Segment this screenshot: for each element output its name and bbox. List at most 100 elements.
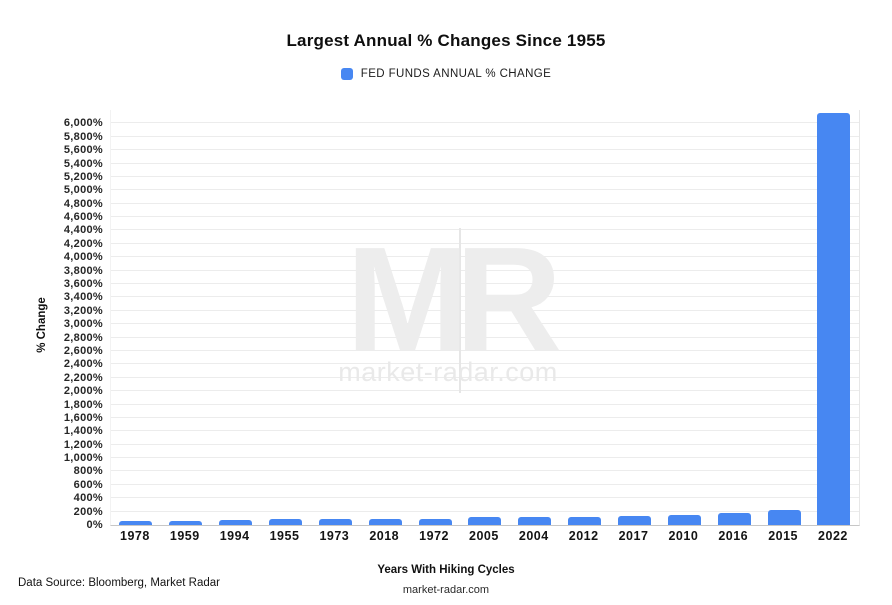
footer-site-text: market-radar.com	[402, 584, 490, 596]
y-tick-label: 5,800%	[63, 130, 103, 143]
y-tick-label: 6,000%	[63, 117, 103, 130]
gridline	[111, 135, 859, 137]
x-tick-label-2005: 2005	[469, 529, 499, 543]
y-tick-label: 2,800%	[63, 331, 103, 344]
bar-2015[interactable]	[767, 509, 801, 525]
bar-slot-1973	[310, 110, 360, 525]
chart-title: Largest Annual % Changes Since 1955	[286, 31, 606, 50]
bar-1955[interactable]	[269, 519, 302, 525]
bar-2017[interactable]	[618, 515, 652, 525]
y-tick-label: 600%	[73, 478, 103, 491]
gridline	[111, 229, 859, 231]
x-tick-label-1973: 1973	[319, 529, 350, 543]
y-tick-label: 1,800%	[63, 398, 103, 411]
bar-slot-1978	[111, 110, 161, 525]
y-tick-label: 2,200%	[63, 371, 103, 384]
gridline	[111, 216, 859, 218]
gridline	[111, 242, 859, 244]
x-tick-label-2004: 2004	[518, 529, 549, 543]
bar-slot-2017	[610, 110, 660, 525]
x-tick-label-2012: 2012	[568, 529, 599, 543]
y-tick-label: 1,200%	[63, 438, 103, 451]
y-tick-label: 4,400%	[63, 224, 103, 237]
y-tick-label: 5,000%	[63, 184, 103, 197]
gridline	[111, 336, 859, 338]
x-tick-label-2015: 2015	[768, 529, 798, 543]
y-tick-label: 3,800%	[63, 264, 103, 277]
gridline	[111, 390, 859, 392]
y-tick-label: 3,600%	[63, 278, 103, 291]
y-tick-label: 1,000%	[63, 452, 103, 465]
x-tick-label-1972: 1972	[419, 529, 449, 543]
bar-1959[interactable]	[169, 520, 203, 525]
bar-slot-1955	[261, 110, 311, 525]
gridline	[111, 483, 859, 485]
bar-2016[interactable]	[717, 513, 751, 525]
gridline	[111, 457, 859, 459]
gridline	[111, 122, 859, 124]
bar-slot-1959	[161, 110, 211, 525]
bar-slot-2010	[659, 110, 709, 525]
bar-slot-2012	[560, 110, 610, 525]
bar-slot-2015	[759, 110, 809, 525]
bar-2012[interactable]	[568, 516, 602, 525]
gridline	[111, 376, 859, 378]
gridline	[111, 349, 859, 351]
x-axis-title: Years With Hiking Cycles	[377, 564, 515, 576]
watermark-site-text: market-radar.com	[338, 357, 558, 387]
y-tick-label: 3,000%	[63, 318, 103, 331]
gridline	[111, 309, 859, 311]
bar-slot-2022	[809, 110, 859, 525]
x-tick-label-2016: 2016	[718, 529, 749, 543]
y-tick-label: 3,200%	[63, 304, 103, 317]
y-tick-label: 4,200%	[63, 237, 103, 250]
bar-1973[interactable]	[318, 519, 352, 525]
bar-slot-2018	[360, 110, 410, 525]
bar-1994[interactable]	[219, 520, 253, 525]
bar-1972[interactable]	[418, 518, 452, 525]
y-tick-label: 200%	[73, 505, 103, 518]
data-source-note: Data Source: Bloomberg, Market Radar	[18, 577, 220, 589]
gridline	[111, 149, 859, 151]
y-tick-label: 4,600%	[63, 211, 103, 224]
gridline	[111, 363, 859, 365]
x-tick-label-2017: 2017	[618, 529, 649, 543]
gridline	[111, 162, 859, 164]
x-tick-label-1955: 1955	[269, 529, 300, 543]
y-tick-label: 2,000%	[63, 385, 103, 398]
legend-label: FED FUNDS ANNUAL % CHANGE	[360, 68, 552, 80]
gridline	[111, 323, 859, 325]
y-tick-label: 4,000%	[63, 251, 103, 264]
bar-2018[interactable]	[368, 518, 402, 525]
y-axis-labels: 0% 200% 400% 600% 800% 1,000% 1,200% 1,400% 1,60…	[0, 110, 103, 531]
bar-2005[interactable]	[468, 517, 502, 525]
gridline	[111, 416, 859, 418]
bar-2022[interactable]	[817, 113, 851, 525]
bar-slot-2005	[460, 110, 510, 525]
bar-2010[interactable]	[667, 514, 701, 525]
gridline	[111, 510, 859, 512]
y-tick-label: 1,600%	[63, 411, 103, 424]
x-tick-label-1978: 1978	[120, 529, 150, 543]
bar-2004[interactable]	[518, 517, 552, 525]
legend-item[interactable]: FED FUNDS ANNUAL % CHANGE	[0, 68, 892, 80]
y-tick-label: 4,800%	[63, 197, 103, 210]
x-tick-label-1959: 1959	[169, 529, 200, 543]
legend-swatch-icon	[340, 68, 353, 80]
x-tick-label-2010: 2010	[668, 529, 699, 543]
gridline	[111, 283, 859, 285]
watermark-logo: MR	[345, 217, 562, 382]
y-tick-label: 5,200%	[63, 170, 103, 183]
gridline	[111, 189, 859, 191]
gridline	[111, 256, 859, 258]
gridline	[111, 403, 859, 405]
bar-series	[111, 110, 859, 525]
y-tick-label: 0%	[86, 519, 103, 531]
gridline	[111, 202, 859, 204]
y-tick-label: 5,600%	[63, 144, 103, 157]
bar-1978[interactable]	[119, 520, 153, 525]
y-tick-label: 3,400%	[63, 291, 103, 304]
gridline	[111, 296, 859, 298]
x-tick-label-2022: 2022	[818, 529, 848, 543]
